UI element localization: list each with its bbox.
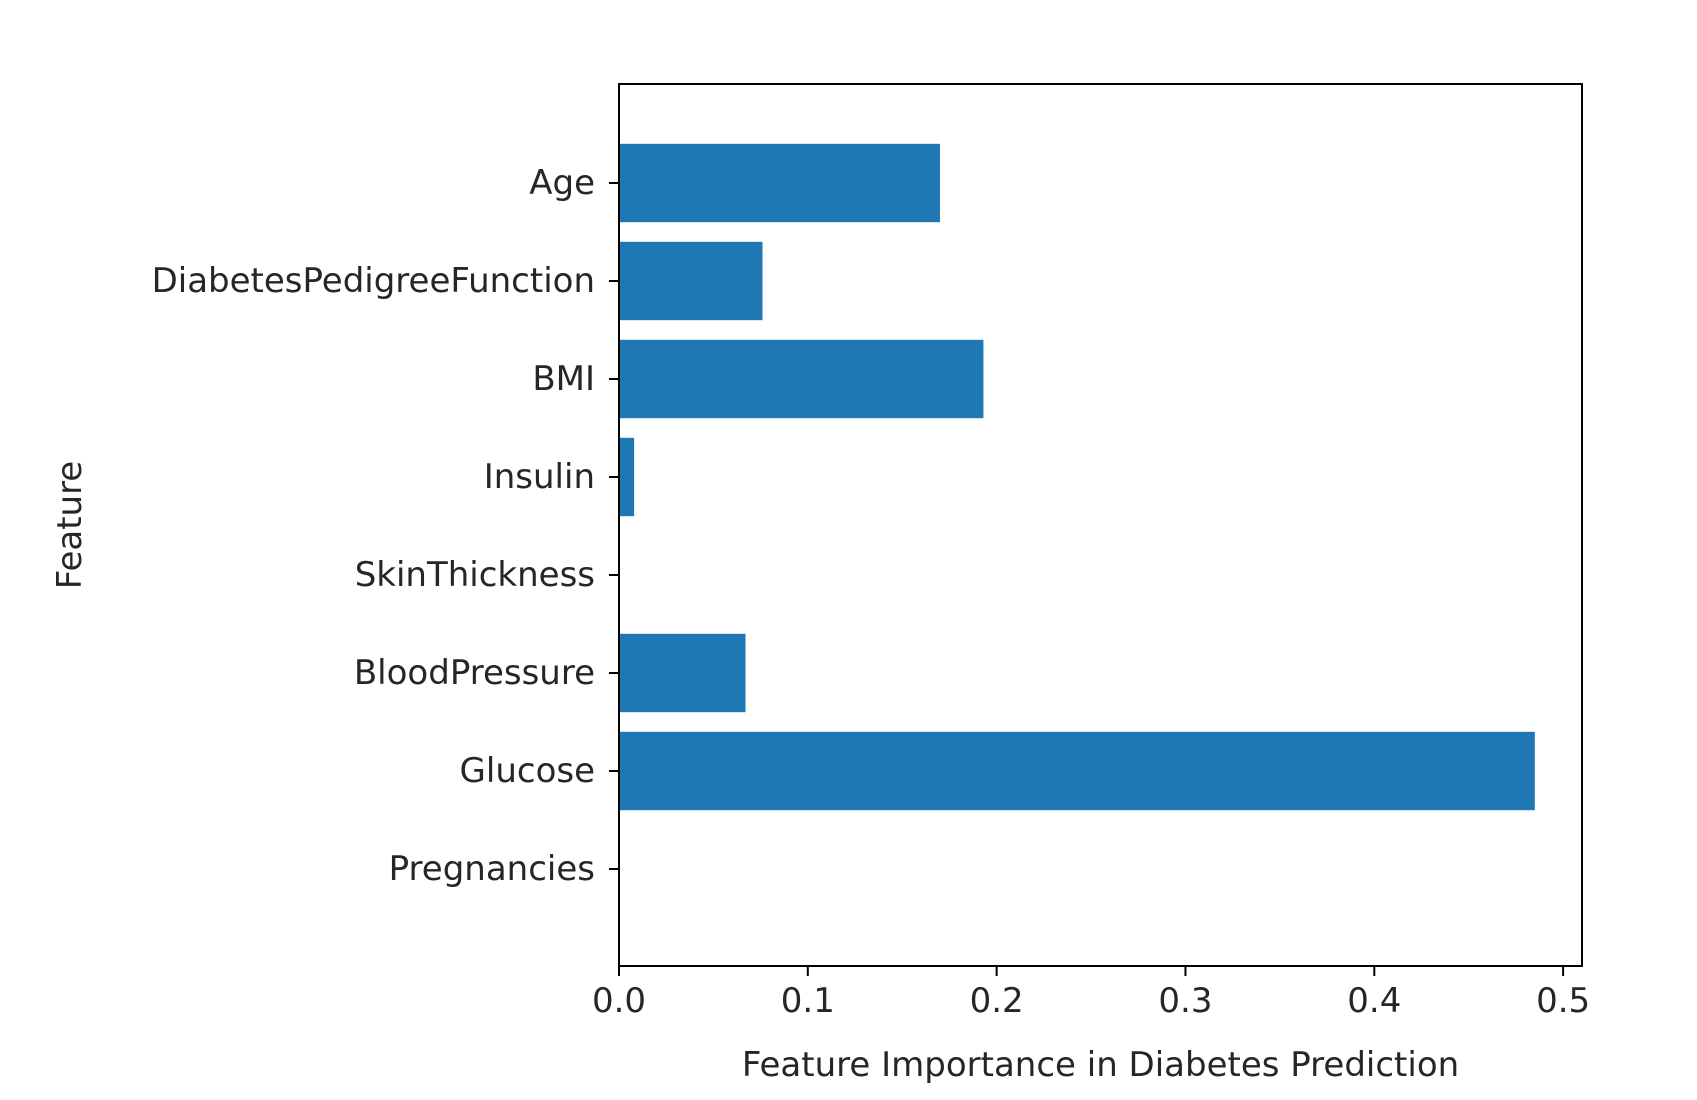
bar-bmi	[619, 339, 984, 419]
x-tick-label: 0.3	[1158, 981, 1212, 1021]
y-tick-label: DiabetesPedigreeFunction	[152, 261, 595, 301]
y-tick-label: BMI	[532, 359, 595, 399]
bar-diabetespedigreefunction	[619, 241, 763, 321]
bar-glucose	[619, 731, 1535, 811]
bar-age	[619, 143, 940, 223]
x-tick-label: 0.0	[592, 981, 646, 1021]
x-ticks: 0.0 0.1 0.2 0.3 0.4 0.5	[592, 966, 1590, 1021]
bar-bloodpressure	[619, 633, 746, 713]
y-tick-label: BloodPressure	[354, 653, 595, 693]
y-tick-label: SkinThickness	[355, 555, 595, 595]
x-tick-label: 0.4	[1347, 981, 1401, 1021]
bar-insulin	[619, 437, 635, 517]
y-tick-label: Age	[529, 163, 595, 203]
bars-layer	[619, 143, 1535, 811]
x-tick-label: 0.5	[1536, 981, 1590, 1021]
x-tick-label: 0.2	[970, 981, 1024, 1021]
plot-frame	[618, 83, 1583, 967]
y-ticks: Pregnancies Glucose BloodPressure SkinThick…	[152, 163, 619, 889]
x-axis-label: Feature Importance in Diabetes Predictio…	[742, 1045, 1459, 1085]
y-tick-label: Pregnancies	[389, 849, 595, 889]
x-tick-label: 0.1	[781, 981, 835, 1021]
y-tick-label: Glucose	[460, 751, 595, 791]
y-tick-label: Insulin	[484, 457, 595, 497]
y-axis-label: Feature	[50, 461, 90, 589]
